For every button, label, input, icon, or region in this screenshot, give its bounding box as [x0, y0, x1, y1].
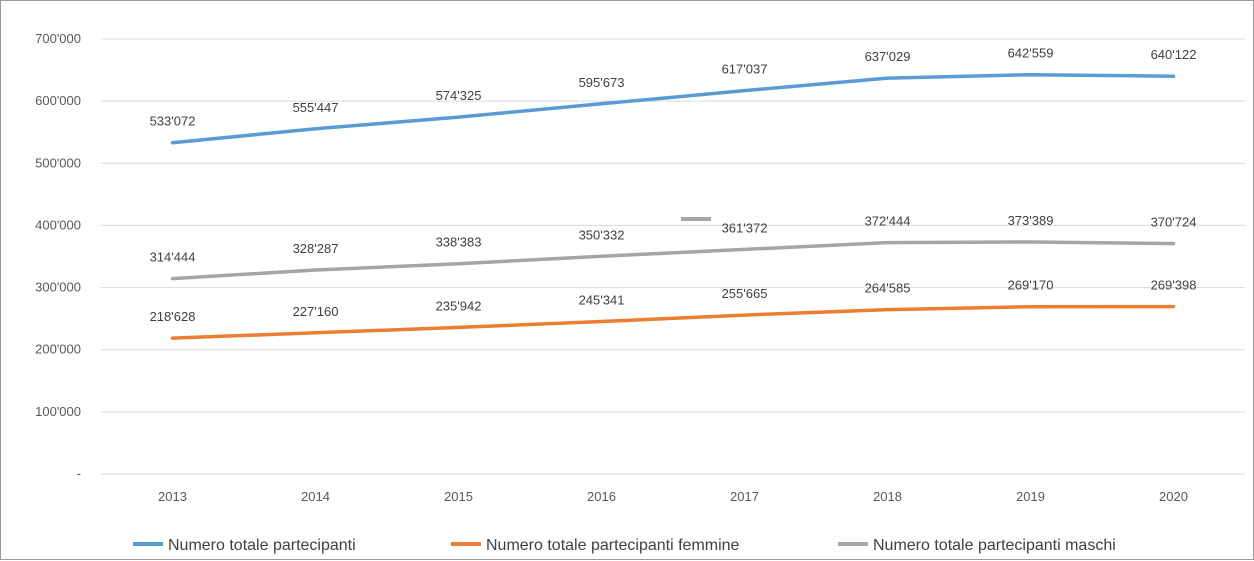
data-label: 269'398	[1151, 278, 1197, 293]
x-tick-label: 2017	[730, 489, 759, 504]
data-label: 642'559	[1008, 46, 1054, 61]
x-tick-label: 2016	[587, 489, 616, 504]
y-tick-label: -	[77, 466, 81, 481]
legend-label: Numero totale partecipanti maschi	[873, 537, 1116, 554]
data-label: 533'072	[150, 114, 196, 129]
y-tick-label: 200'000	[35, 342, 81, 357]
data-label: 637'029	[865, 49, 911, 64]
data-label: 269'170	[1008, 278, 1054, 293]
data-label: 370'724	[1151, 215, 1197, 230]
y-tick-label: 100'000	[35, 404, 81, 419]
data-label: 595'673	[579, 75, 625, 90]
data-label: 574'325	[436, 88, 482, 103]
x-tick-label: 2013	[158, 489, 187, 504]
y-tick-label: 700'000	[35, 31, 81, 46]
legend-label: Numero totale partecipanti femmine	[486, 537, 740, 554]
data-label: 218'628	[150, 309, 196, 324]
data-label: 338'383	[436, 235, 482, 250]
data-label: 255'665	[722, 286, 768, 301]
x-tick-label: 2020	[1159, 489, 1188, 504]
data-label: 264'585	[865, 281, 911, 296]
data-label: 373'389	[1008, 213, 1054, 228]
y-tick-label: 400'000	[35, 217, 81, 232]
legend: Numero totale partecipanti Numero totale …	[133, 537, 1116, 554]
x-axis: 2013 2014 2015 2016 2017 2018 2019 2020	[158, 489, 1188, 504]
y-tick-label: 600'000	[35, 93, 81, 108]
x-tick-label: 2015	[444, 489, 473, 504]
data-label: 617'037	[722, 62, 768, 77]
y-axis: - 100'000 200'000 300'000 400'000 500'000 600'…	[35, 31, 81, 481]
data-label: 227'160	[293, 304, 339, 319]
gridlines	[101, 39, 1245, 474]
y-tick-label: 300'000	[35, 280, 81, 295]
y-tick-label: 500'000	[35, 155, 81, 170]
data-label: 361'372	[722, 220, 768, 235]
x-tick-label: 2014	[301, 489, 330, 504]
data-label: 555'447	[293, 100, 339, 115]
data-label: 314'444	[150, 250, 196, 265]
x-tick-label: 2019	[1016, 489, 1045, 504]
data-label: 640'122	[1151, 47, 1197, 62]
legend-label: Numero totale partecipanti	[168, 537, 356, 554]
data-label: 235'942	[436, 298, 482, 313]
data-label: 350'332	[579, 227, 625, 242]
data-label: 245'341	[579, 293, 625, 308]
data-label: 372'444	[865, 214, 911, 229]
x-tick-label: 2018	[873, 489, 902, 504]
data-labels: 533'072 555'447 574'325 595'673 617'037 637'0…	[150, 46, 1197, 324]
data-label: 328'287	[293, 241, 339, 256]
